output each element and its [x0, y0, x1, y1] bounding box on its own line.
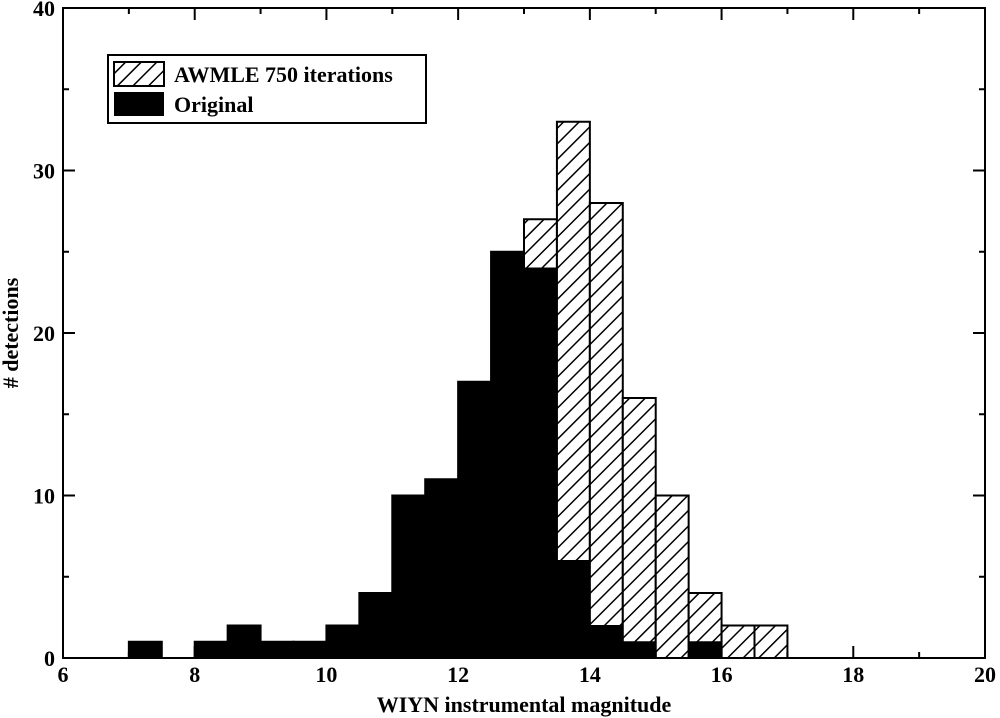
x-tick-labels: 6 8 10 12 14 16 18 20: [58, 662, 997, 687]
bar-original-12: [556, 560, 591, 659]
x-tick-label: 18: [842, 662, 864, 687]
bar-original-4: [293, 641, 327, 659]
bar-original-8: [424, 478, 459, 659]
bar-original-6: [358, 592, 393, 659]
y-tick-label: 20: [33, 321, 55, 346]
bar-original-10: [490, 251, 525, 659]
bar-awmle-14: [621, 397, 657, 659]
y-tick-label: 30: [33, 159, 55, 184]
y-tick-label: 40: [33, 0, 55, 21]
original-bars: [128, 251, 723, 659]
axis-ticks: [62, 7, 986, 659]
x-tick-label: 12: [447, 662, 469, 687]
bar-original-1: [194, 641, 229, 659]
y-tick-labels: 0 10 20 30 40: [33, 0, 55, 671]
x-tick-label: 6: [58, 662, 69, 687]
x-tick-label: 20: [974, 662, 996, 687]
bar-original-2: [227, 625, 262, 659]
x-tick-label: 14: [579, 662, 601, 687]
bar-original-16: [688, 641, 723, 659]
y-tick-label: 10: [33, 484, 55, 509]
legend-label-original: Original: [174, 92, 253, 117]
bar-awmle-17: [720, 624, 756, 659]
bar-original-0: [128, 641, 163, 659]
legend-swatch-awmle: [113, 61, 165, 87]
x-tick-label: 10: [315, 662, 337, 687]
bar-original-11: [523, 267, 558, 659]
bar-awmle-15: [654, 494, 690, 659]
legend-swatch-original: [114, 92, 164, 116]
y-axis-label: # detections: [0, 277, 23, 388]
bar-original-5: [325, 625, 360, 659]
bar-original-13: [589, 625, 624, 659]
bar-awmle-18: [753, 624, 789, 659]
bar-original-7: [391, 495, 426, 659]
bar-original-3: [260, 641, 295, 659]
bar-awmle-13: [588, 202, 624, 659]
x-axis-label: WIYN instrumental magnitude: [377, 692, 672, 717]
legend-label-awmle: AWMLE 750 iterations: [174, 62, 393, 87]
y-tick-label: 0: [44, 646, 55, 671]
x-tick-label: 16: [711, 662, 733, 687]
bar-original-14: [622, 641, 657, 659]
legend: AWMLE 750 iterations Original: [107, 54, 427, 124]
bar-original-9: [457, 381, 492, 659]
x-tick-label: 8: [189, 662, 200, 687]
